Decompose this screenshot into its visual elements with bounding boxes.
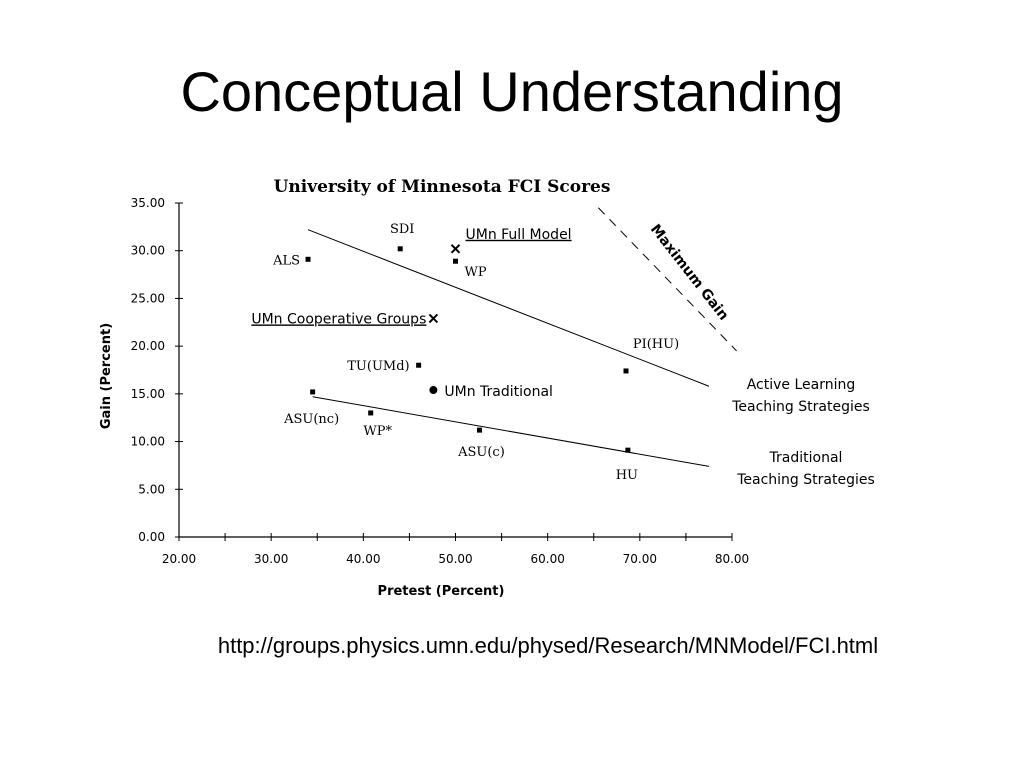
max-gain-label: Maximum Gain (647, 222, 732, 324)
point-label: WP* (363, 424, 392, 439)
point-label: WP (465, 265, 487, 280)
point-label: ASU(c) (457, 445, 505, 460)
data-points (305, 244, 631, 453)
x-tick-label: 20.00 (162, 552, 196, 566)
data-point (476, 427, 482, 433)
source-url[interactable]: http://groups.physics.umn.edu/physed/Res… (217, 633, 879, 658)
fci-scatter-chart: University of Minnesota FCI Scores 0.00 5… (99, 177, 875, 599)
data-point (368, 410, 374, 416)
y-tick-label: 10.00 (131, 435, 165, 449)
fit-line (312, 396, 710, 467)
x-tick-label: 80.00 (715, 552, 749, 566)
point-label: ALS (272, 253, 300, 268)
x-tick-label: 30.00 (254, 552, 288, 566)
fit-line-label: Teaching Strategies (731, 399, 870, 415)
point-labels: ALS SDI WP PI(HU) TU(UMd) ASU(nc) WP* ASU(c) HU U… (251, 222, 679, 483)
data-point (305, 256, 311, 262)
fit-lines (307, 229, 710, 467)
point-label: PI(HU) (633, 337, 679, 352)
data-point (429, 386, 438, 395)
fit-line-label: Traditional (769, 450, 843, 466)
data-point (310, 389, 316, 395)
y-ticks: 0.00 5.00 10.00 15.00 20.00 25.00 30.00 35.00 (131, 196, 183, 544)
fit-line (307, 229, 710, 387)
x-ticks: 20.00 30.00 40.00 50.00 60.00 70.00 80.00 (162, 533, 749, 566)
data-point (450, 244, 461, 254)
fit-line-label: Teaching Strategies (736, 472, 875, 488)
y-tick-label: 20.00 (131, 339, 165, 353)
y-tick-label: 25.00 (131, 291, 165, 305)
x-tick-label: 50.00 (438, 552, 472, 566)
point-label: HU (616, 468, 638, 483)
fit-line-labels: Active Learning Teaching Strategies Tradit… (731, 377, 875, 488)
y-axis-label: Gain (Percent) (99, 323, 114, 429)
x-tick-label: 70.00 (623, 552, 657, 566)
point-label: UMn Cooperative Groups (251, 311, 426, 327)
data-point (625, 447, 631, 453)
point-label: UMn Traditional (444, 384, 553, 400)
y-tick-label: 30.00 (131, 244, 165, 258)
y-tick-label: 15.00 (131, 387, 165, 401)
data-point (453, 258, 458, 264)
point-label: SDI (390, 222, 414, 237)
data-point (397, 246, 403, 252)
slide-title: Conceptual Understanding (180, 60, 844, 123)
max-gain-dashed-line (597, 207, 737, 352)
max-gain-line: Maximum Gain (597, 207, 737, 352)
y-tick-label: 35.00 (131, 196, 165, 210)
data-point (416, 362, 422, 368)
fit-line-label: Active Learning (747, 377, 856, 393)
axes (178, 203, 732, 538)
point-label: ASU(nc) (283, 412, 339, 427)
x-axis-label: Pretest (Percent) (378, 584, 505, 599)
y-tick-label: 0.00 (138, 530, 165, 544)
data-point (428, 313, 439, 324)
x-tick-label: 60.00 (530, 552, 564, 566)
x-tick-label: 40.00 (346, 552, 380, 566)
point-label: TU(UMd) (347, 359, 409, 374)
chart-title: University of Minnesota FCI Scores (274, 177, 611, 197)
data-point (623, 368, 629, 374)
y-tick-label: 5.00 (138, 482, 165, 496)
point-label: UMn Full Model (466, 227, 572, 243)
